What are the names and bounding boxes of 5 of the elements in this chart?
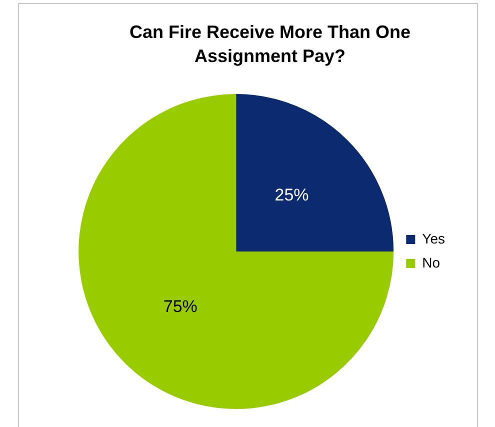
data-label: 25%	[274, 186, 309, 205]
legend-label: Yes	[422, 230, 446, 246]
data-label: 75%	[163, 296, 198, 316]
legend-label: No	[422, 254, 440, 270]
chart-title: Can Fire Receive More Than One Assignment Pay?	[128, 21, 412, 68]
